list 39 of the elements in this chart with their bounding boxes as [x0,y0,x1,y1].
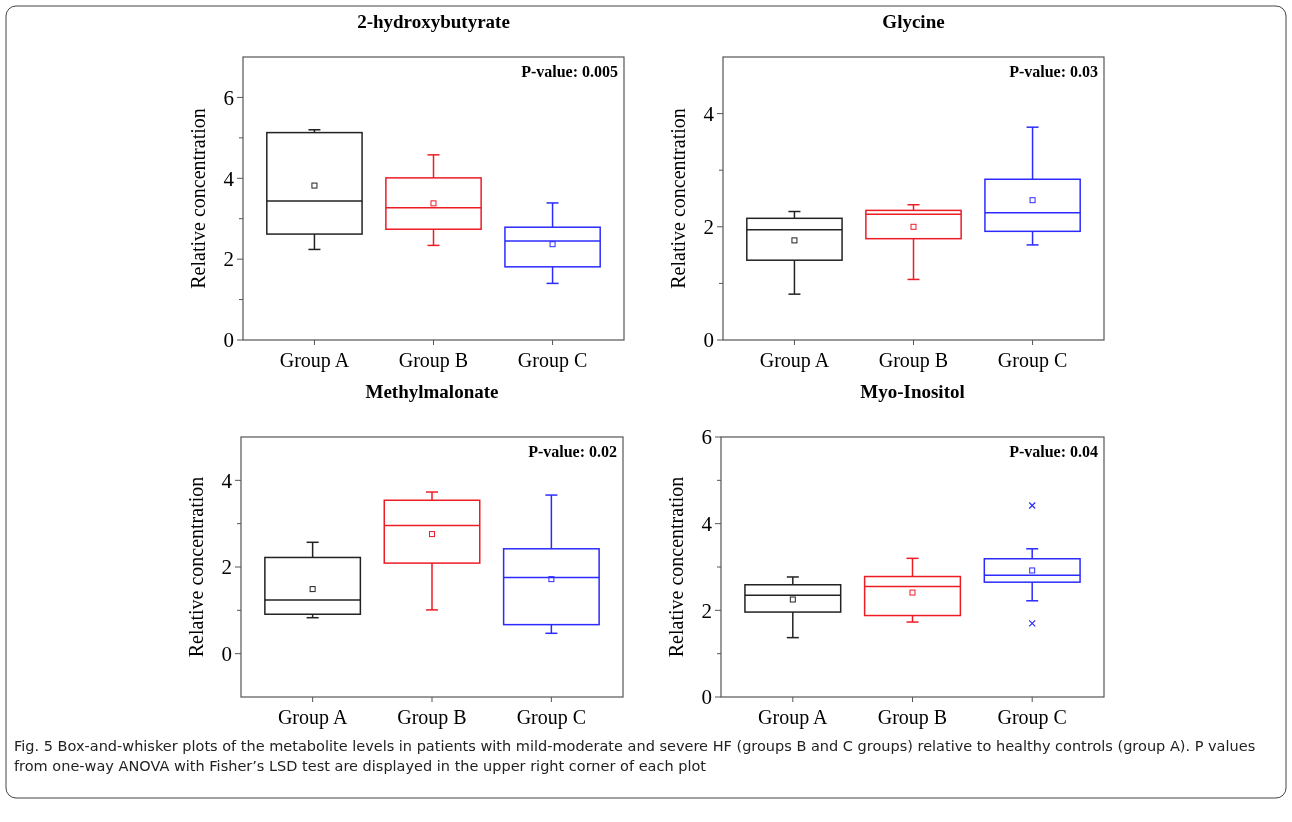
x-tick-label: Group A [758,706,829,729]
caption: Fig. 5 Box-and-whisker plots of the metabolite levels in patients with mild-moderate and severe HF (groups B and C groups) relative to healthy controls (group A). P values from one-way ANOVA with Fisher’s LSD test are displayed in the upper right corner of each plot [14,737,1257,776]
x-tick-label: Group B [878,349,949,372]
y-tick-label: 0 [221,642,232,667]
annotation: P-value: 0.005 [521,63,618,80]
y-tick-label: 6 [223,85,234,110]
x-tick-label: Group B [397,706,467,729]
y-tick-label: 2 [703,215,714,240]
y-tick-label: 4 [223,166,235,191]
x-tick-label: Group A [759,349,830,372]
annotation: P-value: 0.03 [1009,63,1098,80]
x-tick-label: Group B [398,349,469,372]
y-tick-label: 0 [701,685,712,710]
y-tick-label: 6 [701,425,712,450]
annotation: P-value: 0.04 [1009,443,1098,460]
x-tick-label: Group A [279,349,350,372]
annotation: P-value: 0.02 [528,443,617,460]
y-axis-title: Relative concentration [185,476,207,658]
y-axis-title: Relative concentration [665,476,687,658]
x-tick-label: Group C [517,349,588,372]
y-tick-label: 4 [701,512,713,537]
y-tick-label: 2 [223,247,234,272]
y-tick-label: 4 [221,468,233,493]
y-tick-label: 2 [701,598,712,623]
x-tick-label: Group B [877,706,948,729]
x-tick-label: Group A [277,706,348,729]
chart-title: Methylmalonate [365,381,499,402]
x-tick-label: Group C [516,706,587,729]
y-axis-title: Relative concentration [187,108,209,289]
y-tick-label: 4 [703,101,715,126]
chart-title: 2-hydroxybutyrate [357,11,510,32]
chart-title: Glycine [882,11,945,32]
y-tick-label: 0 [703,328,714,353]
chart-title: Myo-Inositol [860,381,965,402]
y-tick-label: 0 [223,328,234,353]
y-tick-label: 2 [221,555,232,580]
x-tick-label: Group C [997,706,1067,729]
x-tick-label: Group C [997,349,1068,372]
y-axis-title: Relative concentration [667,108,689,289]
